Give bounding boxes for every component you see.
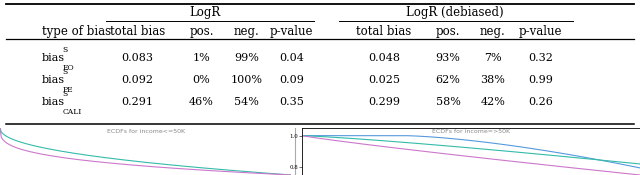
Text: CALI: CALI (63, 108, 82, 116)
Text: 0.291: 0.291 (122, 97, 154, 107)
Text: S: S (63, 46, 68, 54)
Text: p-value: p-value (269, 25, 313, 38)
Text: LogR (debiased): LogR (debiased) (406, 6, 503, 19)
Text: type of bias: type of bias (42, 25, 111, 38)
Text: 0.26: 0.26 (529, 97, 553, 107)
Text: EO: EO (63, 64, 74, 72)
Text: 58%: 58% (436, 97, 460, 107)
Text: neg.: neg. (234, 25, 259, 38)
Text: 0.299: 0.299 (368, 97, 400, 107)
Text: PE: PE (63, 86, 74, 94)
Text: 7%: 7% (484, 53, 502, 63)
Text: neg.: neg. (480, 25, 506, 38)
Text: 0.025: 0.025 (368, 75, 400, 85)
Text: 0.092: 0.092 (122, 75, 154, 85)
Text: 0.99: 0.99 (529, 75, 553, 85)
Text: ECDFs for income=>50K: ECDFs for income=>50K (432, 129, 510, 134)
Text: 0.32: 0.32 (529, 53, 553, 63)
Text: pos.: pos. (436, 25, 460, 38)
Text: 54%: 54% (234, 97, 259, 107)
Text: 62%: 62% (436, 75, 460, 85)
Text: bias: bias (42, 53, 65, 63)
Text: 100%: 100% (230, 75, 262, 85)
Text: 0%: 0% (193, 75, 211, 85)
Text: 0.083: 0.083 (122, 53, 154, 63)
Text: 0.04: 0.04 (279, 53, 303, 63)
Text: p-value: p-value (519, 25, 563, 38)
Text: 1%: 1% (193, 53, 211, 63)
Text: 0.09: 0.09 (279, 75, 303, 85)
Text: 42%: 42% (481, 97, 505, 107)
Text: 0.048: 0.048 (368, 53, 400, 63)
Text: 46%: 46% (189, 97, 214, 107)
Text: LogR: LogR (189, 6, 220, 19)
Text: 38%: 38% (481, 75, 505, 85)
Text: pos.: pos. (189, 25, 214, 38)
Text: bias: bias (42, 75, 65, 85)
Text: ECDFs for income<=50K: ECDFs for income<=50K (106, 129, 185, 134)
Text: bias: bias (42, 97, 65, 107)
Text: 99%: 99% (234, 53, 259, 63)
Text: total bias: total bias (356, 25, 412, 38)
Text: total bias: total bias (110, 25, 165, 38)
Text: S: S (63, 90, 68, 98)
Text: 0.35: 0.35 (279, 97, 303, 107)
Text: 93%: 93% (436, 53, 460, 63)
Text: S: S (63, 68, 68, 76)
